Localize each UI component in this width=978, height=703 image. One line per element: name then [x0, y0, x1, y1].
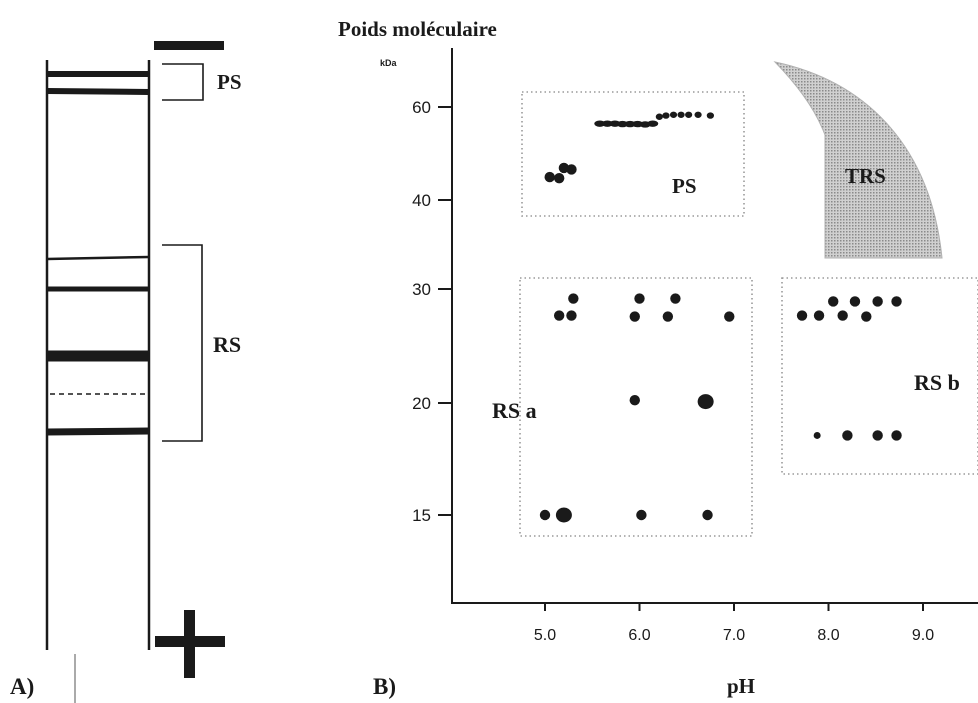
rsa-point	[697, 394, 714, 410]
ps-bracket	[162, 63, 204, 101]
ps-gel-label: PS	[217, 70, 242, 94]
ps-point	[677, 111, 685, 118]
axis-ticks: 5.0 6.0 7.0 8.0 9.0 15 20 30 40 60	[412, 98, 934, 644]
gel-band	[46, 88, 150, 95]
rsb-point	[872, 430, 883, 441]
x-tick-label: 9.0	[912, 627, 934, 644]
rsa-point	[662, 311, 674, 322]
ps-point	[624, 120, 636, 128]
rsa-point	[555, 507, 572, 523]
ps-point	[553, 172, 565, 184]
rsb-point	[796, 310, 808, 321]
minus-sign	[154, 41, 224, 50]
rsa-point	[629, 395, 640, 406]
ps-point	[655, 113, 663, 120]
ps-point	[616, 120, 628, 128]
rs-gel-label: RS	[213, 332, 241, 357]
rsa-point	[539, 509, 551, 521]
ps-point	[544, 171, 555, 183]
rsb-point	[813, 431, 821, 439]
x-tick-label: 8.0	[817, 627, 839, 644]
rsa-point	[634, 293, 645, 304]
y-tick-label: 40	[412, 191, 431, 210]
gel-panel: PS RS A)	[10, 41, 242, 703]
panel-b-label: B)	[373, 674, 396, 699]
chart-panel: Poids moléculaire kDa 5.0 6.0 7.0 8.0 9.0 15 2…	[338, 17, 978, 699]
rs-bracket	[162, 244, 203, 442]
rsb-point	[813, 310, 825, 321]
rsb-point	[828, 296, 839, 307]
ps-point	[685, 111, 693, 118]
gel-band	[46, 427, 150, 436]
ps-point	[647, 120, 659, 127]
ps-point	[566, 164, 577, 175]
rsb-point	[837, 310, 848, 321]
y-tick-label: 60	[412, 98, 431, 117]
ps-point	[694, 111, 702, 118]
ps-point	[662, 112, 670, 119]
rsb-point	[861, 311, 872, 322]
ps-region-box	[521, 91, 745, 217]
panel-a-label: A)	[10, 674, 34, 699]
rsa-region-label: RS a	[492, 398, 537, 423]
rsa-point	[702, 509, 713, 521]
rsb-point	[891, 296, 902, 307]
trs-region-label: TRS	[845, 164, 886, 188]
rsa-point	[636, 509, 647, 521]
y-tick-label: 15	[412, 506, 431, 525]
gel-band	[46, 255, 150, 261]
rsb-point	[842, 430, 853, 441]
data-points	[539, 111, 902, 523]
ps-point	[669, 111, 678, 118]
rsa-point	[566, 310, 577, 321]
rsb-point	[891, 430, 902, 441]
y-axis-unit: kDa	[380, 58, 398, 68]
y-axis-title: Poids moléculaire	[338, 17, 497, 41]
ps-point	[706, 112, 714, 119]
plus-sign-vertical	[184, 610, 195, 678]
ps-region-label: PS	[672, 174, 697, 198]
x-tick-label: 5.0	[534, 627, 556, 644]
rsa-point	[670, 293, 681, 304]
rsa-point	[568, 293, 579, 304]
rsa-point	[724, 311, 735, 322]
y-tick-label: 30	[412, 280, 431, 299]
rsa-point	[553, 310, 565, 321]
trs-region	[773, 61, 943, 259]
rsb-point	[849, 296, 861, 307]
rsa-region-box	[519, 277, 753, 537]
rsa-point	[629, 311, 640, 322]
x-tick-label: 7.0	[723, 627, 745, 644]
ps-point	[601, 120, 613, 127]
x-tick-label: 6.0	[628, 627, 650, 644]
rsb-point	[872, 296, 883, 307]
rsb-region-label: RS b	[914, 370, 960, 395]
ps-point	[594, 120, 606, 127]
x-axis-title: pH	[727, 674, 755, 698]
y-tick-label: 20	[412, 394, 431, 413]
